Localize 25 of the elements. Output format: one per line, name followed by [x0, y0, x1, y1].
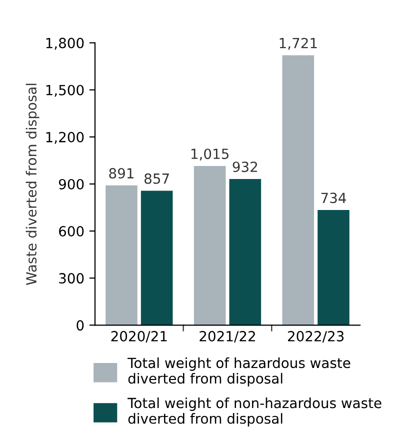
y-tick-label: 1,200 [46, 132, 84, 144]
x-tick-label: 2022/23 [288, 330, 344, 343]
y-axis-title: Waste diverted from disposal [26, 84, 40, 285]
data-label: 1,015 [191, 148, 228, 160]
bar [194, 166, 226, 326]
data-label: 1,721 [280, 38, 317, 50]
bar [318, 210, 350, 326]
data-label: 734 [321, 192, 346, 204]
data-label: 891 [109, 168, 134, 179]
bar [282, 55, 314, 326]
legend-label: Total weight of non-hazardous waste diverted from disposal [128, 398, 382, 426]
y-tick-label: 600 [59, 226, 84, 236]
bar [229, 178, 262, 326]
y-tick-label: 300 [59, 273, 84, 284]
y-tick-label: 1,500 [46, 84, 84, 97]
y-tick-label: 0 [76, 320, 84, 331]
data-label: 857 [144, 173, 169, 184]
y-tick-label: 1,800 [46, 38, 84, 50]
bar [106, 185, 138, 326]
legend-label: Total weight of hazardous waste diverted from disposal [128, 357, 350, 386]
x-tick-label: 2020/21 [111, 330, 167, 343]
x-tick-label: 2021/22 [200, 330, 255, 343]
data-label: 932 [232, 162, 258, 172]
bar [140, 190, 173, 326]
y-tick-label: 900 [58, 178, 84, 190]
